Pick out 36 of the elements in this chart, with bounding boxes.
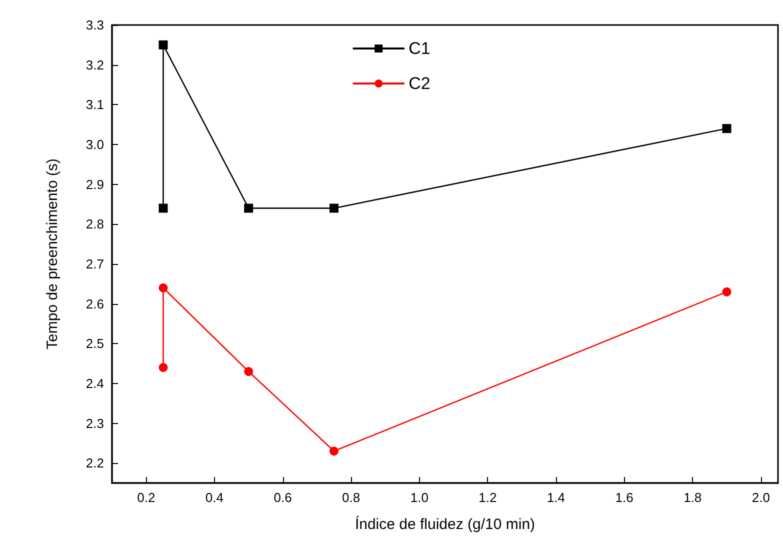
point — [244, 204, 254, 213]
point — [158, 204, 168, 213]
point — [158, 283, 168, 292]
y-tick-label: 3.2 — [86, 57, 104, 72]
x-tick-label: 1.6 — [615, 490, 634, 505]
y-tick-label: 2.9 — [86, 176, 104, 192]
legend-label: C1 — [408, 39, 430, 58]
point — [722, 124, 732, 134]
point — [722, 287, 732, 296]
point — [330, 204, 338, 213]
x-tick-label: 0.2 — [137, 490, 156, 505]
x-tick-label: 2.0 — [752, 490, 770, 505]
x-tick-label: 1.0 — [410, 490, 428, 505]
x-tick-label: 0.6 — [274, 490, 292, 505]
x-tick-label: 0.8 — [342, 490, 360, 505]
point — [330, 446, 338, 456]
x-tick-label: 0.4 — [205, 490, 224, 505]
y-tick-label: 2.4 — [86, 376, 104, 391]
point — [158, 40, 168, 50]
y-tick-label: 2.5 — [86, 336, 104, 352]
point — [158, 363, 168, 372]
y-tick-label: 2.2 — [86, 456, 104, 471]
y-tick-label: 3.0 — [86, 136, 104, 152]
x-tick-label: 1.8 — [684, 490, 702, 505]
y-tick-label: 3.3 — [86, 18, 104, 32]
legend-label: C2 — [408, 74, 430, 93]
y-axis-title: Tempo de preenchimento (s) — [44, 158, 61, 350]
y-tick-label: 2.7 — [86, 256, 104, 272]
y-tick-label: 3.1 — [86, 97, 104, 112]
x-tick-label: 1.4 — [546, 490, 566, 505]
y-tick-label: 2.8 — [86, 216, 104, 232]
y-tick-label: 2.3 — [86, 416, 104, 431]
point — [244, 366, 254, 376]
y-tick-label: 2.6 — [86, 296, 104, 312]
x-tick-label: 1.2 — [478, 490, 497, 505]
x-axis-title: Índice de fluidez (g/10 min) — [354, 515, 536, 533]
